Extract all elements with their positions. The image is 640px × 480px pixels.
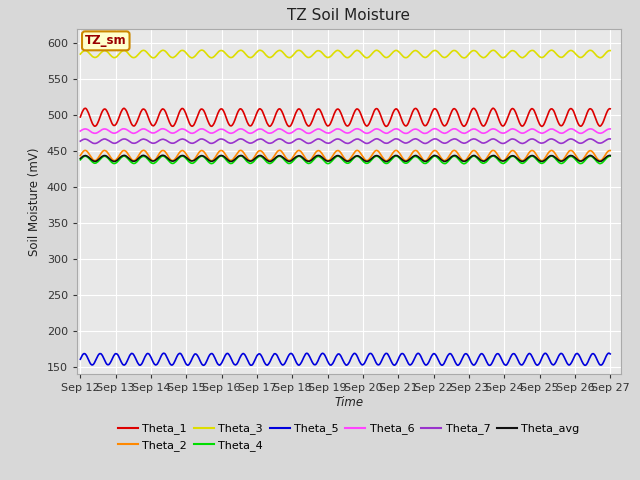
Theta_7 (92, 141, 99, 146)
Theta_3 (77, 51, 84, 57)
Theta_2 (313, 148, 321, 154)
Theta_avg (301, 157, 309, 163)
Line: Theta_3: Theta_3 (81, 50, 610, 58)
Legend: Theta_1, Theta_2, Theta_3, Theta_4, Theta_5, Theta_6, Theta_7, Theta_avg: Theta_1, Theta_2, Theta_3, Theta_4, Thet… (113, 419, 584, 455)
Theta_6 (139, 126, 147, 132)
Theta_5 (312, 361, 320, 367)
Theta_7 (606, 136, 614, 142)
Theta_2 (379, 155, 387, 160)
Theta_5 (139, 359, 147, 364)
Theta_4 (460, 161, 468, 167)
Theta_5 (606, 351, 614, 357)
Theta_3 (139, 48, 147, 53)
Theta_5 (605, 350, 612, 356)
Theta_2 (140, 147, 147, 153)
Theta_2 (139, 148, 147, 154)
Theta_avg (382, 159, 390, 165)
Theta_5 (118, 359, 125, 365)
Theta_1 (312, 108, 320, 113)
Theta_6 (305, 131, 312, 136)
Line: Theta_1: Theta_1 (81, 108, 610, 126)
Theta_avg (118, 154, 125, 159)
Theta_3 (460, 55, 468, 61)
Line: Theta_2: Theta_2 (81, 150, 610, 161)
Theta_4 (312, 154, 320, 160)
Theta_5 (486, 362, 493, 368)
Line: Theta_7: Theta_7 (81, 139, 610, 144)
Theta_1 (139, 106, 147, 112)
Theta_1 (490, 106, 497, 111)
Theta_avg (77, 156, 84, 161)
Theta_3 (378, 52, 386, 58)
Theta_5 (301, 352, 309, 358)
Theta_3 (606, 48, 614, 53)
Theta_4 (139, 154, 147, 159)
Theta_1 (285, 123, 293, 129)
Theta_4 (77, 157, 84, 163)
Theta_3 (312, 48, 320, 54)
Theta_7 (140, 136, 147, 142)
Theta_7 (373, 136, 381, 142)
Theta_5 (378, 357, 386, 363)
Theta_7 (301, 139, 309, 145)
Theta_1 (378, 117, 386, 122)
Theta_6 (118, 127, 125, 132)
Theta_avg (312, 153, 320, 159)
Theta_4 (606, 153, 614, 159)
Theta_1 (118, 108, 125, 114)
Theta_6 (606, 126, 614, 132)
Theta_2 (118, 149, 125, 155)
Theta_6 (312, 127, 320, 132)
Theta_4 (237, 153, 244, 159)
Title: TZ Soil Moisture: TZ Soil Moisture (287, 9, 410, 24)
Theta_4 (378, 158, 386, 164)
Theta_7 (118, 137, 125, 143)
Theta_avg (322, 157, 330, 163)
Theta_2 (323, 157, 330, 163)
Theta_5 (322, 354, 330, 360)
Theta_2 (77, 153, 84, 158)
Theta_3 (198, 47, 206, 53)
Theta_7 (312, 137, 320, 143)
Text: TZ_sm: TZ_sm (85, 35, 127, 48)
Line: Theta_4: Theta_4 (81, 156, 610, 164)
Theta_3 (322, 54, 330, 60)
Theta_3 (118, 49, 125, 55)
Theta_4 (322, 160, 330, 166)
Theta_avg (139, 153, 147, 158)
Theta_2 (301, 156, 309, 161)
Theta_7 (322, 140, 330, 145)
Theta_6 (77, 128, 84, 134)
Line: Theta_6: Theta_6 (81, 129, 610, 133)
Theta_avg (159, 153, 166, 158)
Theta_avg (378, 156, 386, 162)
Theta_7 (379, 139, 387, 144)
Theta_2 (606, 148, 614, 154)
Theta_6 (322, 130, 330, 135)
Theta_1 (301, 119, 309, 125)
X-axis label: Time: Time (334, 396, 364, 409)
Line: Theta_5: Theta_5 (81, 353, 610, 365)
Theta_6 (431, 126, 438, 132)
Theta_7 (77, 138, 84, 144)
Theta_avg (606, 153, 614, 158)
Theta_6 (378, 129, 386, 134)
Theta_6 (301, 129, 309, 135)
Y-axis label: Soil Moisture (mV): Soil Moisture (mV) (28, 147, 41, 256)
Theta_4 (118, 155, 125, 160)
Theta_5 (77, 356, 84, 362)
Theta_1 (606, 106, 614, 112)
Theta_2 (305, 158, 312, 164)
Line: Theta_avg: Theta_avg (81, 156, 610, 162)
Theta_1 (77, 114, 84, 120)
Theta_3 (301, 53, 309, 59)
Theta_4 (301, 159, 309, 165)
Theta_1 (322, 121, 330, 127)
